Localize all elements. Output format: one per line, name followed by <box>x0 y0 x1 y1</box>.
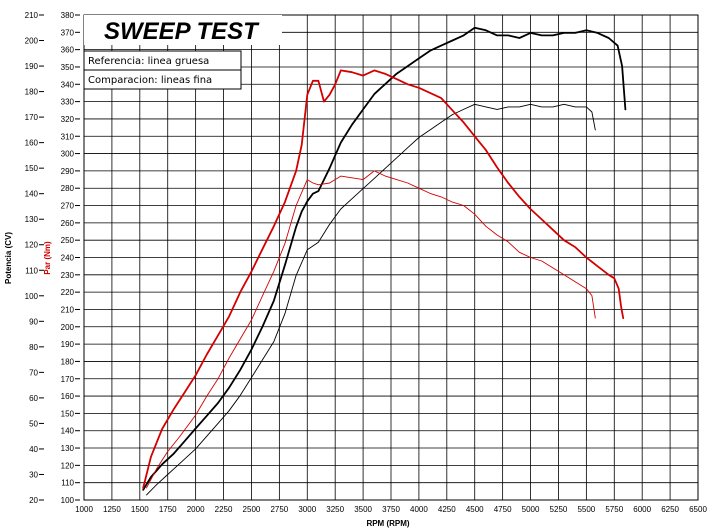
rpm-tick-label: 6250 <box>661 505 679 514</box>
rpm-tick-label: 1250 <box>103 505 121 514</box>
power-tick-label: 50 <box>29 419 38 428</box>
power-tick-label: 100 <box>25 292 39 301</box>
torque-tick-label: 200 <box>61 323 75 332</box>
torque-tick-label: 330 <box>61 98 75 107</box>
power-tick-label: 110 <box>25 266 38 275</box>
legend-box-comparison <box>83 69 242 90</box>
plot-frame <box>83 14 699 501</box>
torque-tick-label: 280 <box>61 184 75 193</box>
legend: Referencia: linea gruesa Comparacion: li… <box>83 50 242 90</box>
power-axis-ticks: 20 30 40 50 60 70 80 90 100 110 120 130 140 150 160 170… <box>25 11 44 505</box>
torque-tick-label: 310 <box>61 132 75 141</box>
rpm-tick-label: 5000 <box>522 505 540 514</box>
torque-axis-title: Par (Nm) <box>43 241 52 275</box>
rpm-tick-label: 5750 <box>605 505 623 514</box>
torque-tick-label: 230 <box>61 271 75 280</box>
torque-tick-label: 210 <box>61 305 75 314</box>
power-tick-label: 150 <box>25 164 39 173</box>
series-lines <box>142 26 627 496</box>
torque-tick-label: 160 <box>61 392 75 401</box>
legend-item-comparison: Comparacion: lineas fina <box>88 75 212 86</box>
power-tick-label: 20 <box>29 496 38 505</box>
torque-tick-label: 370 <box>61 28 75 37</box>
power-tick-label: 40 <box>29 445 38 454</box>
torque-tick-label: 170 <box>61 375 75 384</box>
torque-tick-label: 360 <box>61 46 75 55</box>
power-tick-label: 190 <box>25 62 39 71</box>
torque-tick-label: 110 <box>61 479 74 488</box>
rpm-tick-label: 6500 <box>689 505 707 514</box>
power-tick-label: 30 <box>29 470 38 479</box>
series-line-torque-thin <box>146 170 596 489</box>
rpm-tick-label: 1000 <box>75 505 93 514</box>
title-background <box>84 15 282 45</box>
torque-axis-ticks: 100 110 120 130 140 150 160 170 180 190 200 210 220 2… <box>61 11 80 505</box>
torque-tick-label: 190 <box>61 340 75 349</box>
rpm-tick-label: 4250 <box>438 505 456 514</box>
rpm-axis-ticks: 1000 1250 1500 1750 2000 2250 2500 2750 3000 3250… <box>75 505 707 514</box>
legend-item-reference: Referencia: linea gruesa <box>88 56 209 67</box>
torque-tick-label: 290 <box>61 167 75 176</box>
rpm-tick-label: 4000 <box>410 505 428 514</box>
power-tick-label: 200 <box>25 37 39 46</box>
torque-tick-label: 240 <box>61 254 75 263</box>
torque-tick-label: 120 <box>61 461 75 470</box>
torque-tick-label: 380 <box>61 11 75 20</box>
rpm-tick-label: 4750 <box>494 505 512 514</box>
rpm-tick-label: 2750 <box>270 505 288 514</box>
power-tick-label: 180 <box>25 88 39 97</box>
rpm-tick-label: 4500 <box>466 505 484 514</box>
power-tick-label: 120 <box>25 241 39 250</box>
torque-tick-label: 320 <box>61 115 75 124</box>
rpm-axis-title: RPM (RPM) <box>366 519 409 528</box>
rpm-tick-label: 1750 <box>159 505 177 514</box>
torque-tick-label: 340 <box>61 80 75 89</box>
power-axis-title: Potencia (CV) <box>4 232 13 284</box>
rpm-tick-label: 2500 <box>243 505 261 514</box>
power-tick-label: 90 <box>29 317 38 326</box>
torque-tick-label: 250 <box>61 236 75 245</box>
torque-tick-label: 150 <box>61 409 75 418</box>
series-line-torque-thick <box>142 69 625 489</box>
torque-tick-label: 180 <box>61 357 75 366</box>
series-line-power-thick <box>142 26 627 491</box>
torque-tick-label: 260 <box>61 219 75 228</box>
rpm-tick-label: 3000 <box>298 505 316 514</box>
power-tick-label: 160 <box>25 139 39 148</box>
rpm-tick-label: 2250 <box>215 505 233 514</box>
torque-tick-label: 140 <box>61 427 75 436</box>
rpm-tick-label: 5250 <box>550 505 568 514</box>
chart-title: SWEEP TEST <box>104 18 260 45</box>
rpm-tick-label: 5500 <box>577 505 595 514</box>
power-tick-label: 130 <box>25 215 39 224</box>
power-tick-label: 80 <box>29 343 38 352</box>
rpm-tick-label: 6000 <box>633 505 651 514</box>
torque-tick-label: 300 <box>61 150 75 159</box>
rpm-tick-label: 1500 <box>131 505 149 514</box>
chart-grid <box>83 14 699 501</box>
torque-tick-label: 270 <box>61 202 75 211</box>
torque-tick-label: 220 <box>61 288 75 297</box>
rpm-tick-label: 2000 <box>187 505 205 514</box>
torque-tick-label: 130 <box>61 444 75 453</box>
power-tick-label: 60 <box>29 394 38 403</box>
torque-tick-label: 350 <box>61 63 75 72</box>
power-tick-label: 170 <box>25 113 39 122</box>
power-tick-label: 70 <box>29 368 38 377</box>
rpm-tick-label: 3750 <box>382 505 400 514</box>
power-tick-label: 140 <box>25 190 39 199</box>
torque-tick-label: 100 <box>61 496 75 505</box>
rpm-tick-label: 3500 <box>354 505 372 514</box>
power-tick-label: 210 <box>25 11 39 20</box>
rpm-tick-label: 3250 <box>326 505 344 514</box>
series-line-power-thin <box>146 103 596 496</box>
